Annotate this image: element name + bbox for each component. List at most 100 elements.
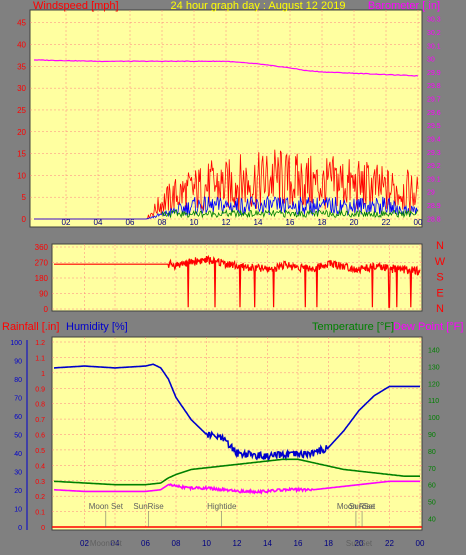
rain-tick-label: 0.5 [35, 448, 45, 455]
temperature-tick-label: 50 [428, 500, 436, 507]
direction-tick-label: 90 [39, 290, 48, 299]
rain-tick-label: 0.7 [35, 417, 45, 424]
baro-tick-label: 29.8 [427, 83, 441, 90]
wind-baro-ticks: 0 5 10 15 20 25 30 35 40 45 28.8 28.9 29 29.1 29.2 29.3… [17, 17, 441, 227]
x-tick-label: 10 [190, 218, 199, 227]
temperature-tick-label: 120 [428, 381, 440, 388]
temperature-tick-label: 40 [428, 516, 436, 523]
temperature-tick-label: 100 [428, 415, 440, 422]
temperature-axis-label: Temperature [°F] [312, 321, 394, 333]
humidity-tick-label: 90 [14, 359, 22, 366]
compass-label: N [436, 303, 444, 315]
compass-label: W [435, 256, 446, 268]
humidity-tick-label: 0 [18, 525, 22, 532]
baro-tick-label: 29.7 [427, 97, 441, 104]
rain-tick-label: 0.9 [35, 386, 45, 393]
rain-axis-label: Rainfall [.in] [2, 321, 59, 333]
rain-tick-label: 1.1 [35, 355, 45, 362]
temperature-tick-label: 60 [428, 483, 436, 490]
temperature-line [53, 458, 420, 486]
wind-direction-line [54, 254, 421, 308]
x-tick-label: 02 [80, 539, 89, 548]
baro-tick-label: 29.6 [427, 110, 441, 117]
x-tick-label: 14 [254, 218, 263, 227]
temperature-tick-label: 90 [428, 432, 436, 439]
temperature-tick-label: 110 [428, 398, 439, 405]
x-tick-label: 08 [172, 539, 181, 548]
temp-humidity-series [52, 363, 422, 528]
chart-title: 24 hour graph day : August 12 2019 [171, 0, 346, 12]
wind-tick-label: 35 [17, 62, 26, 71]
x-tick-label: 00 [416, 539, 425, 548]
astro-annotation-label: SunRise [133, 502, 164, 511]
temperature-tick-label: 80 [428, 449, 436, 456]
wind-tick-label: 10 [17, 171, 26, 180]
baro-tick-label: 30.2 [427, 30, 441, 37]
baro-tick-label: 29 [427, 190, 435, 197]
wind-tick-label: 25 [17, 106, 26, 115]
baro-tick-label: 29.1 [427, 176, 441, 183]
direction-tick-label: 0 [44, 305, 49, 314]
compass-label: S [436, 272, 443, 284]
baro-tick-label: 30.1 [427, 43, 441, 50]
humidity-tick-label: 20 [14, 488, 22, 495]
x-tick-label: 00 [414, 218, 423, 227]
x-tick-label: 14 [263, 539, 272, 548]
x-tick-label: 16 [294, 539, 303, 548]
direction-tick-label: 270 [35, 259, 49, 268]
rain-tick-label: 0.6 [35, 433, 45, 440]
x-tick-label: 04 [94, 218, 103, 227]
dewpoint-line [53, 480, 420, 495]
x-tick-label: 12 [222, 218, 231, 227]
humidity-tick-label: 80 [14, 377, 22, 384]
wind-gust-line [34, 195, 419, 220]
x-tick-label: 06 [126, 218, 135, 227]
astro-annotation-label: Moon Rise [337, 502, 376, 511]
humidity-tick-label: 100 [10, 340, 22, 347]
wind-tick-label: 15 [17, 150, 26, 159]
astro-annotation-label: Hightide [207, 502, 237, 511]
x-tick-label: 20 [350, 218, 359, 227]
humidity-tick-label: 10 [14, 507, 22, 514]
direction-tick-label: 360 [35, 243, 49, 252]
direction-tick-label: 180 [35, 274, 49, 283]
astro-annotation-label: SunSet [346, 539, 373, 548]
rain-tick-label: 0.3 [35, 479, 45, 486]
x-tick-label: 12 [233, 539, 242, 548]
x-tick-label: 18 [324, 539, 333, 548]
baro-tick-label: 29.4 [427, 136, 441, 143]
x-tick-label: 10 [202, 539, 211, 548]
x-tick-label: 08 [158, 218, 167, 227]
baro-axis-label: Barometer [.in] [368, 0, 440, 12]
x-tick-label: 22 [385, 539, 394, 548]
wind-tick-label: 20 [17, 128, 26, 137]
dewpoint-axis-label: Dew Point [°F] [393, 321, 463, 333]
astro-annotation-label: Moon Set [89, 502, 124, 511]
compass-label: N [436, 240, 444, 252]
wind-tick-label: 5 [22, 193, 27, 202]
wind-axis-label: Windspeed [mph] [33, 0, 119, 12]
wind-average-line [161, 208, 418, 219]
x-tick-label: 22 [382, 218, 391, 227]
temp-humidity-ticks: 0 0.1 0.2 0.3 0.4 0.5 0.6 0.7 0.8 0.9 1 1.1 1.2 0 10 20… [10, 340, 440, 548]
wind-tick-label: 45 [17, 19, 26, 28]
x-tick-label: 18 [318, 218, 327, 227]
rain-tick-label: 1.2 [35, 340, 45, 347]
baro-tick-label: 30.3 [427, 17, 441, 24]
humidity-line [54, 363, 420, 463]
rain-tick-label: 1 [41, 371, 45, 378]
rain-tick-label: 0.4 [35, 463, 45, 470]
x-tick-label: 20 [355, 539, 364, 548]
compass-label: E [436, 287, 443, 299]
humidity-tick-label: 50 [14, 433, 22, 440]
x-tick-label: 16 [286, 218, 295, 227]
baro-tick-label: 29.3 [427, 150, 441, 157]
humidity-tick-label: 60 [14, 414, 22, 421]
wind-tick-label: 40 [17, 41, 26, 50]
humidity-tick-label: 40 [14, 451, 22, 458]
baro-tick-label: 29.5 [427, 123, 441, 130]
x-tick-label: 02 [62, 218, 71, 227]
astro-annotation-label: SunSet [349, 502, 376, 511]
